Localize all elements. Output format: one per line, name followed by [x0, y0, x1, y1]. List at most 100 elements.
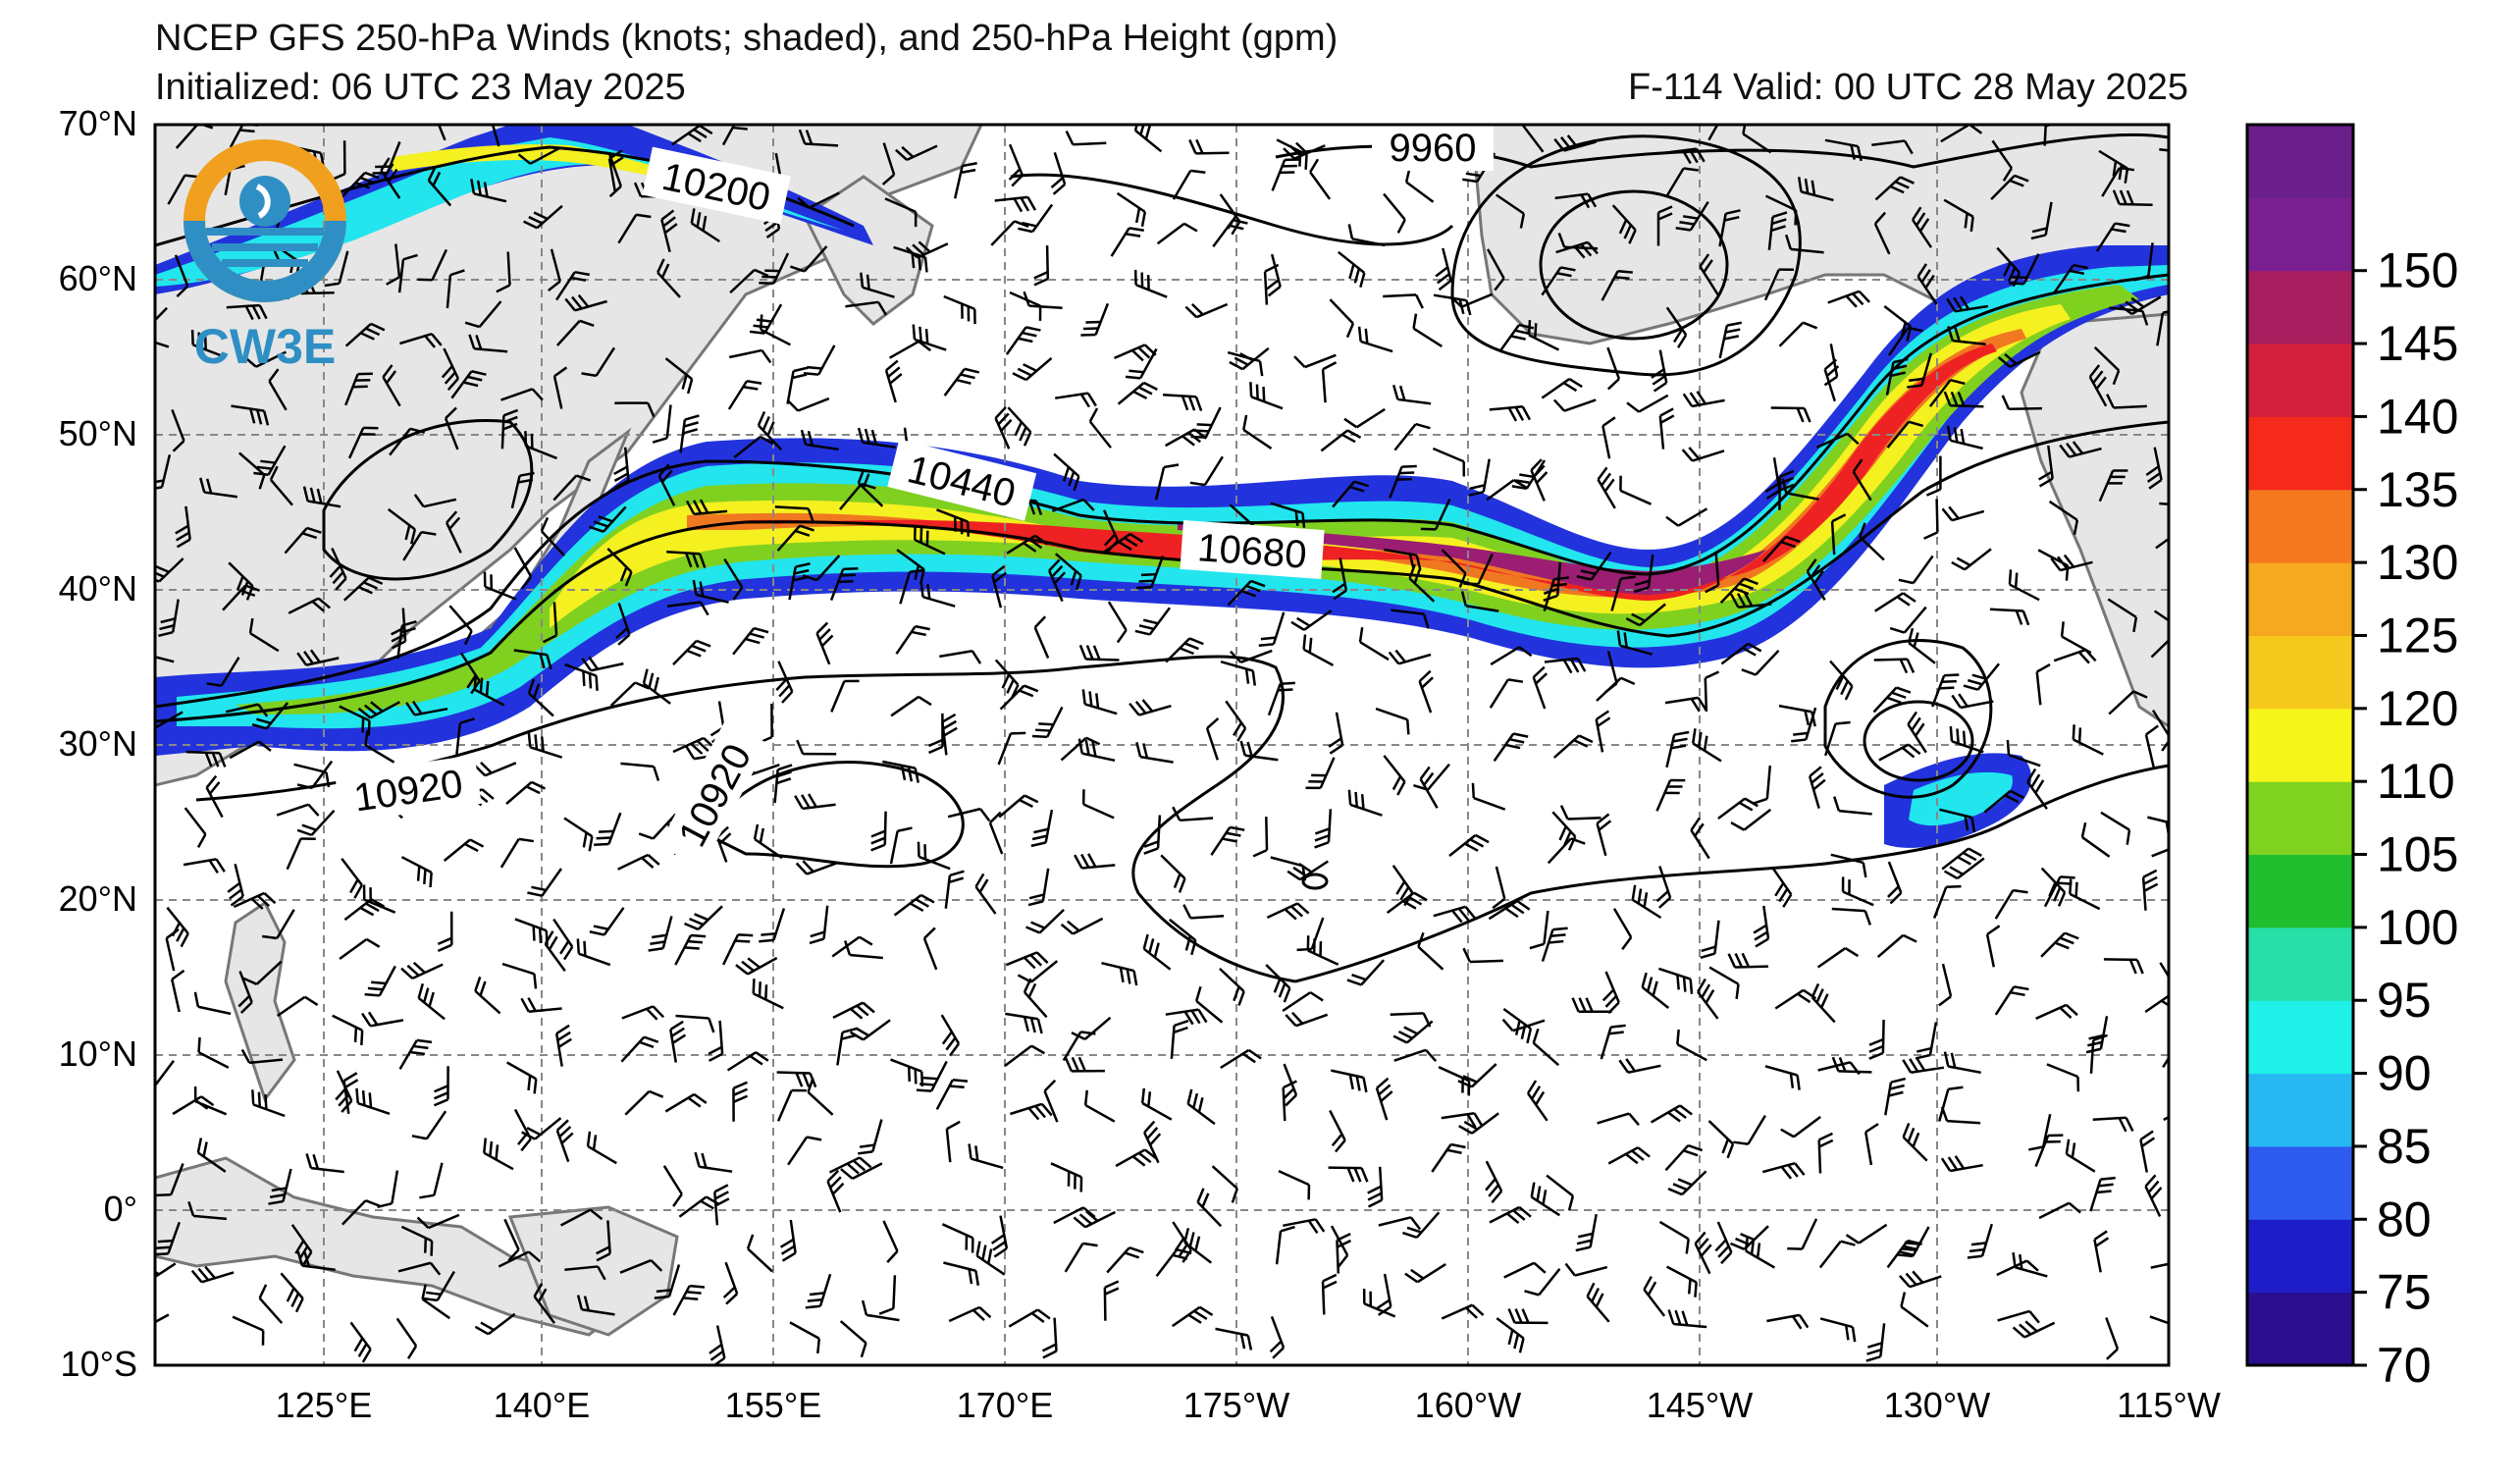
- wind-barb: [1449, 292, 1494, 308]
- wind-barb: [2101, 166, 2135, 197]
- wind-barb: [809, 905, 829, 945]
- wind-barb: [1460, 591, 1499, 612]
- wind-barb: [1263, 263, 1280, 305]
- wind-barb: [944, 870, 965, 909]
- wind-barb: [1717, 797, 1759, 821]
- wind-barb: [2038, 445, 2054, 488]
- wind-barb: [1691, 728, 1722, 763]
- wind-barb: [2065, 1139, 2096, 1173]
- lat-label-50n: 50°N: [59, 413, 137, 453]
- wind-barb: [347, 426, 379, 459]
- wind-barb: [1943, 391, 1984, 408]
- wind-barb: [2159, 962, 2169, 1005]
- wind-barb: [506, 1061, 538, 1094]
- wind-barb: [2048, 500, 2079, 536]
- wind-barb: [1220, 1048, 1262, 1070]
- colorbar-label: 110: [2377, 754, 2455, 809]
- wind-barb: [1329, 298, 1355, 339]
- wind-barb: [1818, 1240, 1856, 1269]
- wind-barb: [1375, 707, 1410, 735]
- wind-barb: [1997, 350, 2041, 368]
- colorbar-band: [2247, 854, 2353, 928]
- wind-barb: [305, 1153, 344, 1174]
- wind-barb: [940, 1014, 961, 1057]
- wind-barb: [268, 1168, 292, 1205]
- wind-barb: [483, 1138, 514, 1171]
- longitude-labels: 125°E 140°E 155°E 170°E 175°W 160°W 145°…: [276, 1385, 2221, 1425]
- wind-barb: [1489, 678, 1524, 709]
- wind-barb: [386, 243, 401, 286]
- wind-barb: [332, 1014, 364, 1046]
- wind-barb: [1932, 884, 1962, 919]
- wind-barb: [1051, 498, 1095, 512]
- wind-barb: [1492, 866, 1506, 910]
- wind-barb: [1507, 1308, 1549, 1325]
- wind-barb: [302, 486, 341, 508]
- wind-barb: [1114, 344, 1157, 362]
- wind-barb: [1420, 498, 1451, 531]
- wind-barb: [1886, 420, 1924, 449]
- wind-barb: [184, 807, 207, 848]
- wind-barb: [417, 248, 448, 282]
- wind-barb: [988, 811, 1004, 855]
- wind-barb: [411, 1110, 447, 1140]
- wind-barb: [1941, 847, 1982, 871]
- wind-barb: [916, 1060, 948, 1092]
- wind-barb: [1189, 455, 1224, 487]
- wind-barb: [2072, 724, 2104, 756]
- wind-barb: [798, 129, 839, 147]
- wind-barb: [722, 1261, 739, 1305]
- wind-barb: [1830, 853, 1867, 878]
- wind-barb: [1362, 1289, 1396, 1318]
- wind-barb: [1134, 607, 1172, 636]
- wind-barb: [1681, 447, 1725, 462]
- wind-barb: [1916, 263, 1938, 305]
- wind-barb: [1541, 927, 1568, 962]
- wind-barb: [1610, 575, 1636, 611]
- wind-barb: [1886, 1239, 1922, 1269]
- wind-barb: [1676, 1029, 1707, 1062]
- wind-barb: [2093, 1230, 2110, 1273]
- wind-barb: [1898, 555, 1934, 585]
- wind-barb: [1493, 732, 1529, 763]
- wind-barb: [1878, 743, 1921, 762]
- wind-barb: [1195, 985, 1224, 1024]
- wind-barb: [941, 1223, 974, 1253]
- wind-barb: [1160, 854, 1186, 893]
- lat-label-10n: 10°N: [59, 1033, 137, 1074]
- colorbar-label: 95: [2377, 973, 2432, 1028]
- wind-barb: [1872, 686, 1912, 714]
- colorbar-band: [2247, 344, 2353, 417]
- wind-barb: [1665, 507, 1708, 527]
- wind-barb: [441, 347, 460, 391]
- wind-barb: [1664, 1143, 1704, 1172]
- wind-barb: [382, 364, 401, 407]
- wind-barb: [1343, 407, 1386, 429]
- wind-barb: [1305, 757, 1336, 790]
- wind-barb: [1332, 480, 1370, 508]
- lon-label-175w: 175°W: [1183, 1385, 1289, 1425]
- wind-barb: [1433, 905, 1477, 924]
- wind-barb: [1463, 553, 1495, 586]
- wind-barb: [1412, 313, 1443, 347]
- wind-barb: [1229, 346, 1270, 371]
- wind-barb: [1868, 1019, 1885, 1060]
- wind-barb: [2053, 263, 2089, 293]
- wind-barb: [905, 240, 949, 259]
- wind-barb: [1064, 1242, 1098, 1273]
- wind-barb: [155, 1313, 170, 1332]
- wind-barb: [1600, 1024, 1626, 1060]
- wind-barb: [521, 1117, 562, 1140]
- wind-barb: [500, 408, 519, 450]
- wind-barb: [1107, 601, 1128, 644]
- wind-barb: [280, 1272, 304, 1313]
- wind-barb: [1829, 660, 1854, 701]
- wind-barb: [1787, 1218, 1818, 1250]
- colorbar-label: 70: [2377, 1338, 2432, 1393]
- wind-barb: [1606, 346, 1621, 391]
- wind-barb: [1182, 904, 1225, 920]
- wind-barb: [797, 191, 840, 209]
- wind-barb: [1043, 1079, 1059, 1123]
- wind-barb: [757, 410, 783, 451]
